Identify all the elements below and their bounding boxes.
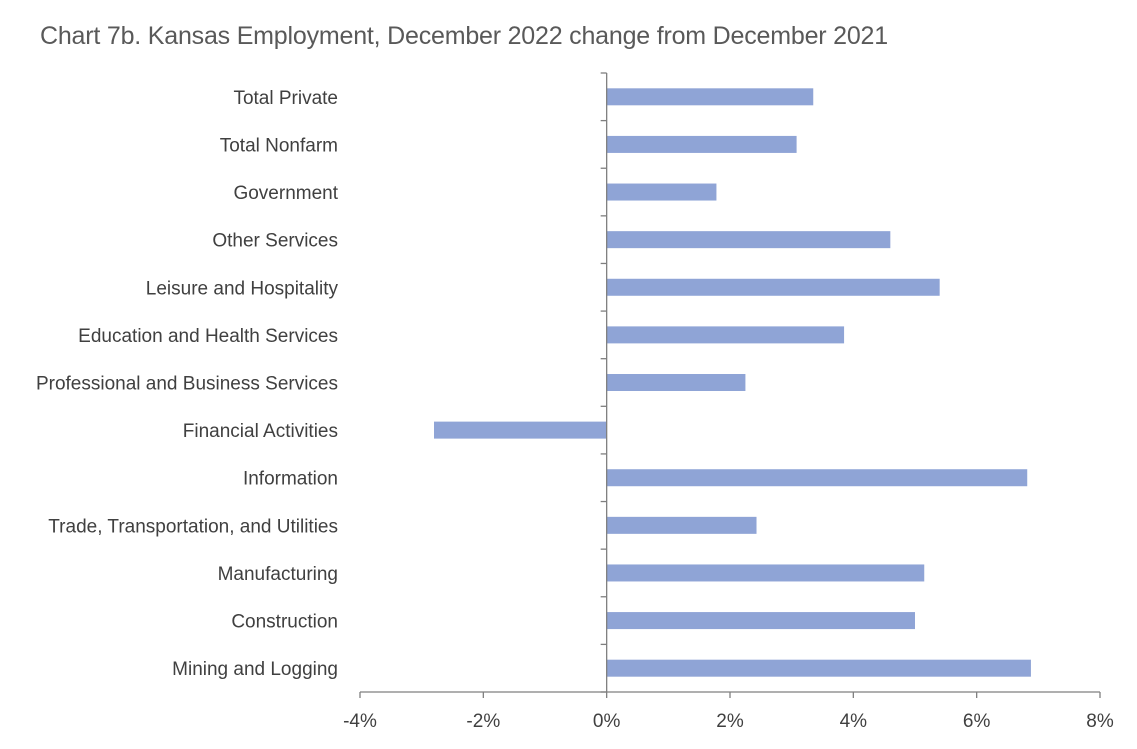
bar-total-private bbox=[606, 88, 814, 106]
bars-group bbox=[434, 88, 1031, 677]
category-label-trade-transportation-and-utilities: Trade, Transportation, and Utilities bbox=[48, 516, 338, 537]
x-tick-label: 4% bbox=[840, 711, 868, 732]
bar-manufacturing bbox=[606, 564, 925, 582]
category-label-financial-activities: Financial Activities bbox=[183, 421, 338, 442]
category-label-leisure-and-hospitality: Leisure and Hospitality bbox=[146, 278, 339, 299]
axes-group bbox=[359, 72, 1101, 698]
category-label-manufacturing: Manufacturing bbox=[218, 564, 338, 585]
bar-education-and-health-services bbox=[606, 326, 845, 344]
x-tick-label: 8% bbox=[1086, 711, 1114, 732]
x-tick-label: 2% bbox=[716, 711, 744, 732]
category-label-information: Information bbox=[243, 469, 338, 490]
category-label-education-and-health-services: Education and Health Services bbox=[78, 326, 338, 347]
x-tick-label: -2% bbox=[466, 711, 500, 732]
x-tick-label: -4% bbox=[343, 711, 377, 732]
category-label-professional-and-business-services: Professional and Business Services bbox=[36, 374, 338, 395]
bar-other-services bbox=[606, 231, 891, 249]
category-label-total-private: Total Private bbox=[233, 88, 338, 109]
bar-trade-transportation-and-utilities bbox=[606, 516, 757, 534]
category-label-total-nonfarm: Total Nonfarm bbox=[220, 135, 338, 156]
bar-government bbox=[606, 183, 717, 201]
x-tick-label: 6% bbox=[963, 711, 991, 732]
category-label-other-services: Other Services bbox=[212, 231, 338, 252]
category-labels-group: Total Private Total Nonfarm Government Othe… bbox=[36, 88, 339, 680]
tick-labels-group: -4% -2% 0% 2% 4% 6% 8% bbox=[343, 711, 1114, 732]
x-tick-label: 0% bbox=[593, 711, 621, 732]
bar-construction bbox=[606, 612, 915, 630]
bar-information bbox=[606, 469, 1028, 487]
category-label-government: Government bbox=[233, 183, 338, 204]
bar-total-nonfarm bbox=[606, 135, 797, 153]
bar-mining-and-logging bbox=[606, 659, 1031, 677]
bar-leisure-and-hospitality bbox=[606, 278, 940, 296]
chart-title: Chart 7b. Kansas Employment, December 20… bbox=[40, 22, 888, 50]
category-label-construction: Construction bbox=[231, 612, 338, 633]
bar-financial-activities bbox=[434, 421, 607, 439]
category-label-mining-and-logging: Mining and Logging bbox=[172, 659, 338, 680]
bar-professional-and-business-services bbox=[606, 374, 746, 391]
